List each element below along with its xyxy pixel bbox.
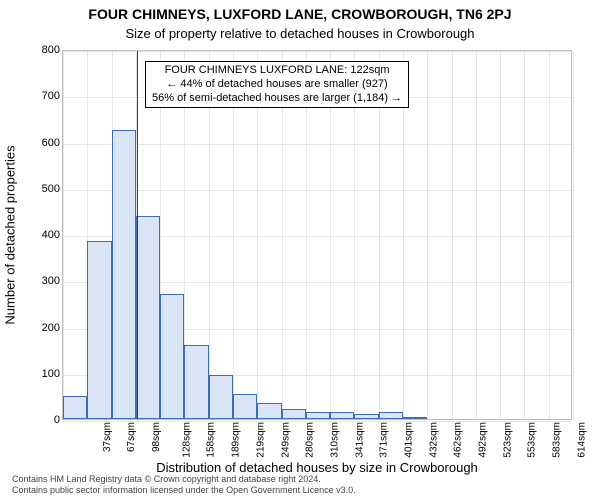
annotation-line-2: ← 44% of detached houses are smaller (92… — [152, 78, 402, 92]
gridline-v — [573, 51, 574, 419]
x-tick-label: 219sqm — [255, 422, 266, 458]
y-tick-label: 600 — [42, 137, 60, 149]
y-tick-label: 400 — [42, 229, 60, 241]
footnote-line-2: Contains public sector information licen… — [12, 485, 356, 496]
x-tick-label: 371sqm — [379, 422, 390, 458]
x-tick-label: 492sqm — [478, 422, 489, 458]
histogram-bar — [112, 130, 136, 419]
gridline-v — [63, 51, 64, 419]
x-tick-label: 462sqm — [453, 422, 464, 458]
x-tick-label: 249sqm — [280, 422, 291, 458]
chart-subtitle: Size of property relative to detached ho… — [0, 26, 600, 41]
y-axis-label: Number of detached properties — [3, 145, 18, 324]
histogram-bar — [379, 412, 403, 419]
gridline-h — [63, 51, 571, 52]
x-tick-label: 37sqm — [102, 422, 113, 452]
histogram-bar — [160, 294, 184, 419]
annotation-line-1: FOUR CHIMNEYS LUXFORD LANE: 122sqm — [152, 64, 402, 78]
histogram-bar — [306, 412, 330, 419]
histogram-bar — [354, 414, 378, 419]
x-tick-label: 432sqm — [428, 422, 439, 458]
gridline-h — [63, 144, 571, 145]
histogram-bar — [209, 375, 233, 419]
x-tick-label: 67sqm — [126, 422, 137, 452]
x-tick-label: 280sqm — [305, 422, 316, 458]
histogram-bar — [63, 396, 87, 419]
histogram-bar — [87, 241, 111, 419]
x-tick-label: 98sqm — [151, 422, 162, 452]
y-tick-label: 700 — [42, 90, 60, 102]
y-tick-label: 300 — [42, 275, 60, 287]
x-tick-label: 189sqm — [231, 422, 242, 458]
footnote-line-1: Contains HM Land Registry data © Crown c… — [12, 474, 356, 485]
annotation-box: FOUR CHIMNEYS LUXFORD LANE: 122sqm ← 44%… — [145, 61, 409, 108]
y-tick-label: 200 — [42, 322, 60, 334]
gridline-v — [524, 51, 525, 419]
x-tick-label: 341sqm — [354, 422, 365, 458]
chart-title: FOUR CHIMNEYS, LUXFORD LANE, CROWBOROUGH… — [0, 6, 600, 22]
gridline-v — [549, 51, 550, 419]
histogram-bar — [257, 403, 281, 419]
annotation-line-3: 56% of semi-detached houses are larger (… — [152, 92, 402, 106]
x-tick-label: 583sqm — [552, 422, 563, 458]
x-tick-label: 128sqm — [181, 422, 192, 458]
gridline-v — [476, 51, 477, 419]
y-tick-label: 0 — [54, 414, 60, 426]
reference-line — [137, 51, 138, 419]
x-tick-label: 158sqm — [206, 422, 217, 458]
plot-area: FOUR CHIMNEYS LUXFORD LANE: 122sqm ← 44%… — [62, 50, 572, 420]
gridline-h — [63, 421, 571, 422]
y-tick-label: 500 — [42, 183, 60, 195]
histogram-bar — [282, 409, 306, 419]
histogram-bar — [330, 412, 354, 419]
histogram-bar — [403, 417, 427, 419]
histogram-bar — [184, 345, 208, 419]
x-tick-label: 401sqm — [404, 422, 415, 458]
y-tick-label: 100 — [42, 368, 60, 380]
histogram-bar — [136, 216, 160, 420]
x-tick-label: 523sqm — [502, 422, 513, 458]
gridline-v — [427, 51, 428, 419]
x-tick-label: 310sqm — [329, 422, 340, 458]
footnote: Contains HM Land Registry data © Crown c… — [12, 474, 356, 496]
x-tick-label: 614sqm — [576, 422, 587, 458]
chart-container: FOUR CHIMNEYS, LUXFORD LANE, CROWBOROUGH… — [0, 0, 600, 500]
gridline-v — [500, 51, 501, 419]
x-axis-label: Distribution of detached houses by size … — [62, 460, 572, 475]
x-tick-label: 553sqm — [527, 422, 538, 458]
gridline-h — [63, 190, 571, 191]
y-tick-label: 800 — [42, 44, 60, 56]
gridline-v — [452, 51, 453, 419]
histogram-bar — [233, 394, 257, 419]
